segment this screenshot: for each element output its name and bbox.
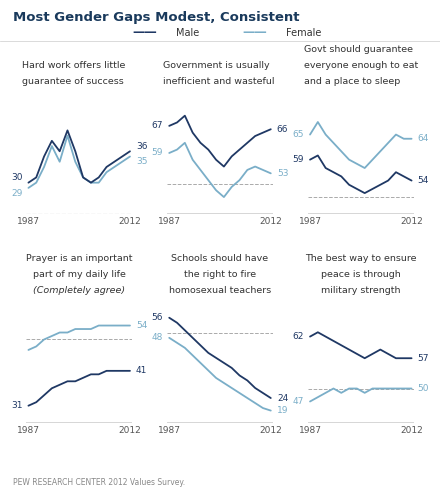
Text: 30: 30: [11, 173, 22, 182]
Text: and a place to sleep: and a place to sleep: [304, 77, 400, 86]
Text: 56: 56: [152, 313, 163, 322]
Text: 36: 36: [136, 142, 147, 151]
Text: 31: 31: [11, 401, 22, 410]
Text: 59: 59: [152, 149, 163, 157]
Text: PEW RESEARCH CENTER 2012 Values Survey.: PEW RESEARCH CENTER 2012 Values Survey.: [13, 478, 185, 487]
Text: 41: 41: [136, 367, 147, 375]
Text: inefficient and wasteful: inefficient and wasteful: [163, 77, 274, 86]
Text: 54: 54: [418, 176, 429, 185]
Text: homosexual teachers: homosexual teachers: [169, 286, 271, 295]
Text: 47: 47: [293, 397, 304, 406]
Text: Hard work offers little: Hard work offers little: [22, 61, 125, 70]
Text: everyone enough to eat: everyone enough to eat: [304, 61, 418, 70]
Text: 54: 54: [136, 321, 147, 330]
Text: guarantee of success: guarantee of success: [22, 77, 124, 86]
Text: 19: 19: [277, 406, 288, 415]
Text: 66: 66: [277, 125, 288, 134]
Text: 35: 35: [136, 157, 147, 166]
Text: ——: ——: [242, 27, 267, 39]
Text: Female: Female: [286, 28, 321, 38]
Text: part of my daily life: part of my daily life: [33, 270, 126, 279]
Text: military strength: military strength: [321, 286, 400, 295]
Text: Govt should guarantee: Govt should guarantee: [304, 45, 413, 54]
Text: peace is through: peace is through: [321, 270, 401, 279]
Text: 53: 53: [277, 169, 288, 178]
Text: (Completely agree): (Completely agree): [33, 286, 125, 295]
Text: 24: 24: [277, 394, 288, 402]
Text: Government is usually: Government is usually: [163, 61, 269, 70]
Text: The best way to ensure: The best way to ensure: [305, 254, 417, 263]
Text: 48: 48: [152, 333, 163, 342]
Text: Prayer is an important: Prayer is an important: [26, 254, 132, 263]
Text: Most Gender Gaps Modest, Consistent: Most Gender Gaps Modest, Consistent: [13, 11, 300, 24]
Text: 57: 57: [418, 354, 429, 363]
Text: 67: 67: [152, 122, 163, 130]
Text: 59: 59: [293, 155, 304, 164]
Text: 62: 62: [293, 332, 304, 341]
Text: 64: 64: [418, 134, 429, 143]
Text: the right to fire: the right to fire: [184, 270, 256, 279]
Text: 29: 29: [11, 188, 22, 198]
Text: Schools should have: Schools should have: [172, 254, 268, 263]
Text: 50: 50: [418, 384, 429, 393]
Text: ——: ——: [132, 27, 157, 39]
Text: Male: Male: [176, 28, 199, 38]
Text: 65: 65: [293, 130, 304, 139]
